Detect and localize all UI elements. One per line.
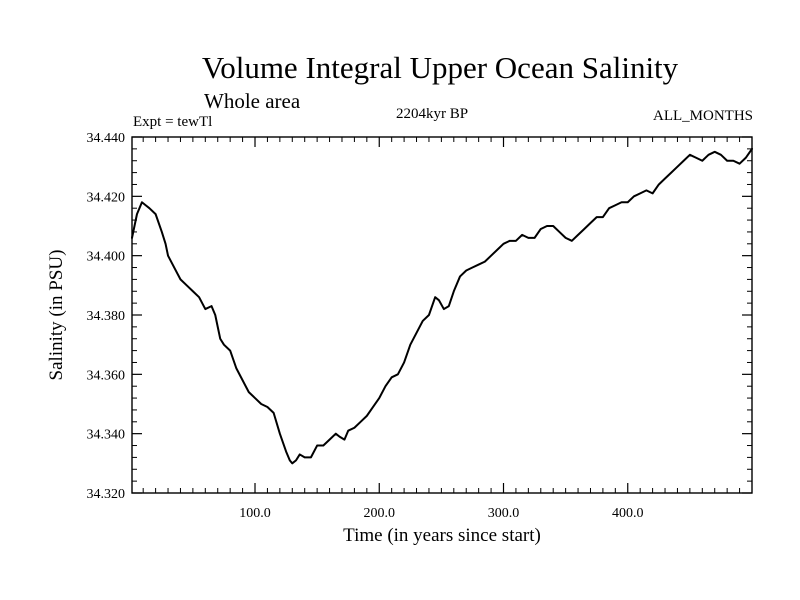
tick-labels: 100.0 200.0 300.0 400.0 34.320 34.340 34.360 34… — [87, 131, 644, 521]
y-tick-label: 34.320 — [87, 487, 126, 502]
x-tick-label: 300.0 — [488, 506, 520, 521]
salinity-series-line — [131, 147, 753, 465]
chart-title: Volume Integral Upper Ocean Salinity — [201, 50, 679, 85]
x-tick-label: 400.0 — [612, 506, 644, 521]
y-tick-label: 34.360 — [87, 368, 126, 383]
major-ticks — [132, 136, 752, 494]
x-axis-label: Time (in years since start) — [343, 525, 541, 546]
time-period-label: 2204kyr BP — [396, 106, 469, 122]
experiment-label: Expt = tewTl — [133, 114, 213, 130]
y-tick-label: 34.420 — [87, 190, 126, 205]
chart-subtitle: Whole area — [204, 89, 301, 113]
minor-ticks — [132, 137, 753, 493]
y-tick-label: 34.340 — [87, 428, 126, 443]
x-tick-label: 100.0 — [239, 506, 271, 521]
y-axis-label: Salinity (in PSU) — [46, 250, 67, 381]
y-tick-label: 34.380 — [87, 309, 126, 324]
y-tick-label: 34.400 — [87, 250, 126, 265]
months-label: ALL_MONTHS — [653, 108, 753, 124]
plot-frame — [131, 136, 753, 494]
x-tick-label: 200.0 — [364, 506, 396, 521]
y-tick-label: 34.440 — [87, 131, 126, 146]
